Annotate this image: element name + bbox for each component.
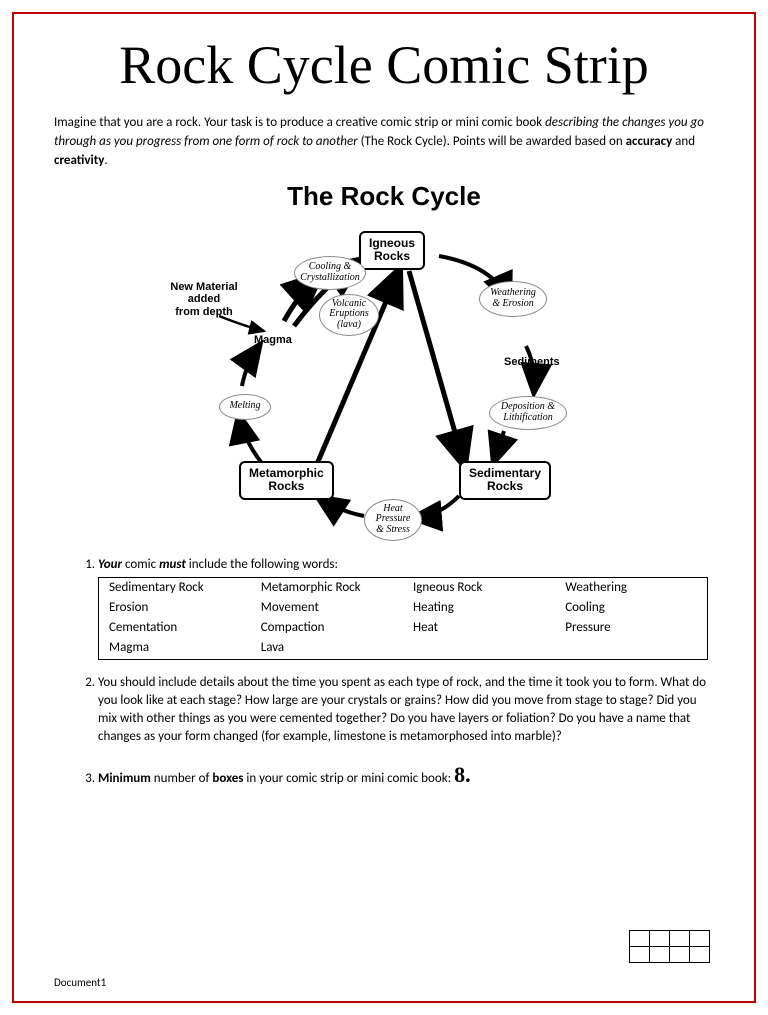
page: Rock Cycle Comic Strip Imagine that you … xyxy=(12,12,756,1003)
w-2-3: Pressure xyxy=(555,618,707,638)
node-heat: HeatPressure& Stress xyxy=(364,499,422,541)
w-0-1: Metamorphic Rock xyxy=(251,577,403,598)
page-title: Rock Cycle Comic Strip xyxy=(54,34,714,96)
w-2-1: Compaction xyxy=(251,618,403,638)
node-deposition: Deposition &Lithification xyxy=(489,396,567,430)
i1-your: Your xyxy=(98,557,122,572)
i1-must: must xyxy=(159,557,186,572)
footer-label: Document1 xyxy=(54,976,106,989)
instructions-list: Your comic must include the following wo… xyxy=(54,556,714,791)
node-weathering: Weathering& Erosion xyxy=(479,281,547,317)
boxes-mini-grid xyxy=(629,930,710,963)
i3-post: in your comic strip or mini comic book: xyxy=(243,771,454,786)
w-3-2 xyxy=(403,638,555,659)
w-1-0: Erosion xyxy=(99,598,251,618)
instruction-1: Your comic must include the following wo… xyxy=(98,556,714,660)
w-2-2: Heat xyxy=(403,618,555,638)
node-cooling: Cooling &Crystallization xyxy=(294,256,366,290)
w-0-0: Sedimentary Rock xyxy=(99,577,251,598)
i3-mid: number of xyxy=(151,771,213,786)
instruction-3: Minimum number of boxes in your comic st… xyxy=(98,760,714,791)
i1-post: include the following words: xyxy=(186,557,338,572)
i3-min: Minimum xyxy=(98,771,151,786)
label-newmat: New Materialaddedfrom depth xyxy=(164,281,244,319)
w-3-3 xyxy=(555,638,707,659)
instruction-2: You should include details about the tim… xyxy=(98,674,714,747)
intro-bold2: creativity xyxy=(54,153,104,168)
w-0-3: Weathering xyxy=(555,577,707,598)
w-1-1: Movement xyxy=(251,598,403,618)
intro-mid: (The Rock Cycle). Points will be awarded… xyxy=(358,134,626,149)
diagram-section: The Rock Cycle xyxy=(54,181,714,546)
i3-boxes: boxes xyxy=(212,771,243,786)
label-magma: Magma xyxy=(254,334,292,347)
i1-mid: comic xyxy=(122,557,159,572)
node-volcanic: VolcanicEruptions(lava) xyxy=(319,294,379,336)
intro-bold1: accuracy xyxy=(626,134,673,149)
w-3-0: Magma xyxy=(99,638,251,659)
node-igneous: IgneousRocks xyxy=(359,231,425,271)
w-3-1: Lava xyxy=(251,638,403,659)
w-0-2: Igneous Rock xyxy=(403,577,555,598)
node-metamorphic: MetamorphicRocks xyxy=(239,461,334,501)
intro-pre: Imagine that you are a rock. Your task i… xyxy=(54,115,545,130)
node-melting: Melting xyxy=(219,394,271,420)
label-sediments: Sediments xyxy=(504,356,560,369)
rock-cycle-diagram: IgneousRocks SedimentaryRocks Metamorphi… xyxy=(164,216,604,546)
intro-end: . xyxy=(104,153,107,168)
w-1-2: Heating xyxy=(403,598,555,618)
w-2-0: Cementation xyxy=(99,618,251,638)
intro-and: and xyxy=(672,134,695,149)
required-words-table: Sedimentary RockMetamorphic RockIgneous … xyxy=(98,577,708,660)
i3-num: 8. xyxy=(454,762,471,787)
w-1-3: Cooling xyxy=(555,598,707,618)
node-sedimentary: SedimentaryRocks xyxy=(459,461,551,501)
diagram-title: The Rock Cycle xyxy=(54,181,714,212)
intro-paragraph: Imagine that you are a rock. Your task i… xyxy=(54,114,714,171)
